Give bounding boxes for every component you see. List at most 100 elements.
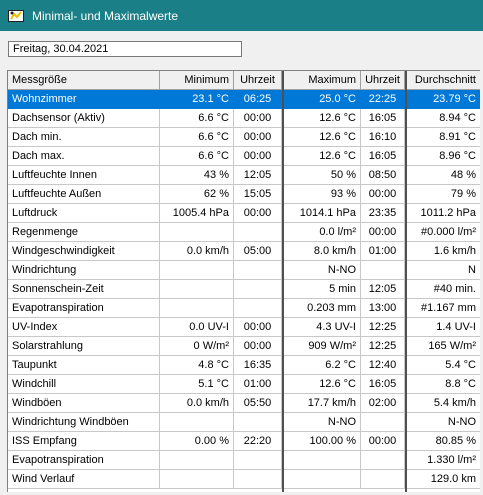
table-row[interactable]: Dach min. 6.6 °C 00:00 12.6 °C 16:10 8.91 °C xyxy=(8,128,480,147)
cell-maximum: 100.00 % xyxy=(284,432,361,451)
cell-uhrzeit-min xyxy=(234,280,282,299)
cell-durchschnitt: N-NO xyxy=(407,413,480,432)
column-separator xyxy=(282,71,284,492)
cell-durchschnitt: 1.6 km/h xyxy=(407,242,480,261)
table-row[interactable]: Regenmenge 0.0 l/m² 00:00 #0.000 l/m² xyxy=(8,223,480,242)
cell-uhrzeit-max: 08:50 xyxy=(361,166,405,185)
cell-messgroesse: Windrichtung xyxy=(8,261,160,280)
cell-uhrzeit-min: 00:00 xyxy=(234,147,282,166)
cell-durchschnitt: 80.85 % xyxy=(407,432,480,451)
cell-maximum xyxy=(284,451,361,470)
table-row[interactable]: Windrichtung N-NO N xyxy=(8,261,480,280)
cell-messgroesse: Wohnzimmer xyxy=(8,90,160,109)
table-row[interactable]: Wind Verlauf 129.0 km xyxy=(8,470,480,489)
table-row[interactable]: Solarstrahlung 0 W/m² 00:00 909 W/m² 12:25 16… xyxy=(8,337,480,356)
cell-durchschnitt: 1011.2 hPa xyxy=(407,204,480,223)
cell-uhrzeit-min: 06:25 xyxy=(234,90,282,109)
header-maximum[interactable]: Maximum xyxy=(284,71,361,90)
cell-durchschnitt: 1.4 UV-I xyxy=(407,318,480,337)
table-row[interactable]: Luftfeuchte Außen 62 % 15:05 93 % 00:00 79 % xyxy=(8,185,480,204)
header-minimum[interactable]: Minimum xyxy=(160,71,234,90)
cell-minimum: 6.6 °C xyxy=(160,147,234,166)
table-row[interactable]: Wohnzimmer 23.1 °C 06:25 25.0 °C 22:25 23.79 … xyxy=(8,90,480,109)
column-separator xyxy=(405,71,407,492)
cell-uhrzeit-min: 00:00 xyxy=(234,128,282,147)
cell-uhrzeit-max: 13:00 xyxy=(361,299,405,318)
cell-uhrzeit-max: 16:05 xyxy=(361,375,405,394)
cell-messgroesse: Sonnenschein-Zeit xyxy=(8,280,160,299)
cell-minimum: 62 % xyxy=(160,185,234,204)
cell-uhrzeit-min: 00:00 xyxy=(234,337,282,356)
cell-maximum: 6.2 °C xyxy=(284,356,361,375)
table-row[interactable]: Windrichtung Windböen N-NO N-NO xyxy=(8,413,480,432)
table-row[interactable]: Luftdruck 1005.4 hPa 00:00 1014.1 hPa 23:35 1… xyxy=(8,204,480,223)
cell-uhrzeit-max: 16:05 xyxy=(361,147,405,166)
cell-uhrzeit-max: 12:25 xyxy=(361,337,405,356)
cell-durchschnitt: 48 % xyxy=(407,166,480,185)
cell-messgroesse: Solarstrahlung xyxy=(8,337,160,356)
cell-durchschnitt: 23.79 °C xyxy=(407,90,480,109)
cell-uhrzeit-max: 16:05 xyxy=(361,109,405,128)
cell-uhrzeit-max: 22:25 xyxy=(361,90,405,109)
cell-messgroesse: Luftdruck xyxy=(8,204,160,223)
cell-uhrzeit-min: 22:20 xyxy=(234,432,282,451)
cell-uhrzeit-min xyxy=(234,261,282,280)
table-row[interactable]: Dach max. 6.6 °C 00:00 12.6 °C 16:05 8.96 °C xyxy=(8,147,480,166)
table-row[interactable]: Evapotranspiration 0.203 mm 13:00 #1.167 mm xyxy=(8,299,480,318)
cell-maximum: 4.3 UV-I xyxy=(284,318,361,337)
cell-messgroesse: UV-Index xyxy=(8,318,160,337)
cell-uhrzeit-min xyxy=(234,451,282,470)
table-row[interactable]: Windgeschwindigkeit 0.0 km/h 05:00 8.0 km/h… xyxy=(8,242,480,261)
cell-messgroesse: Taupunkt xyxy=(8,356,160,375)
header-durchschnitt[interactable]: Durchschnitt xyxy=(407,71,480,90)
table-row[interactable]: Evapotranspiration 1.330 l/m² xyxy=(8,451,480,470)
cell-durchschnitt: 165 W/m² xyxy=(407,337,480,356)
cell-durchschnitt: 129.0 km xyxy=(407,470,480,489)
cell-minimum: 0.0 km/h xyxy=(160,242,234,261)
cell-minimum xyxy=(160,280,234,299)
table-row[interactable]: ISS Empfang 0.00 % 22:20 100.00 % 00:00 80.85… xyxy=(8,432,480,451)
cell-maximum: 25.0 °C xyxy=(284,90,361,109)
cell-durchschnitt: 8.94 °C xyxy=(407,109,480,128)
cell-durchschnitt: #40 min. xyxy=(407,280,480,299)
cell-uhrzeit-max xyxy=(361,413,405,432)
cell-minimum: 0 W/m² xyxy=(160,337,234,356)
header-uhrzeit-min[interactable]: Uhrzeit xyxy=(234,71,282,90)
cell-uhrzeit-max: 16:10 xyxy=(361,128,405,147)
cell-messgroesse: Windrichtung Windböen xyxy=(8,413,160,432)
cell-uhrzeit-max: 02:00 xyxy=(361,394,405,413)
cell-minimum: 5.1 °C xyxy=(160,375,234,394)
cell-maximum: 5 min xyxy=(284,280,361,299)
cell-uhrzeit-min xyxy=(234,223,282,242)
cell-messgroesse: Luftfeuchte Außen xyxy=(8,185,160,204)
cell-messgroesse: ISS Empfang xyxy=(8,432,160,451)
table-row[interactable]: Windchill 5.1 °C 01:00 12.6 °C 16:05 8.8 °C xyxy=(8,375,480,394)
values-table[interactable]: Messgröße Minimum Uhrzeit Maximum Uhrzeit Dur… xyxy=(7,70,480,492)
cell-maximum: 12.6 °C xyxy=(284,147,361,166)
table-row[interactable]: Taupunkt 4.8 °C 16:35 6.2 °C 12:40 5.4 °C xyxy=(8,356,480,375)
cell-minimum xyxy=(160,299,234,318)
cell-minimum xyxy=(160,451,234,470)
cell-uhrzeit-max xyxy=(361,261,405,280)
cell-uhrzeit-min: 01:00 xyxy=(234,375,282,394)
table-row[interactable]: Windböen 0.0 km/h 05:50 17.7 km/h 02:00 5.4 k… xyxy=(8,394,480,413)
date-field[interactable]: Freitag, 30.04.2021 xyxy=(8,41,242,57)
table-row[interactable]: Dachsensor (Aktiv) 6.6 °C 00:00 12.6 °C 16:0… xyxy=(8,109,480,128)
cell-minimum xyxy=(160,223,234,242)
table-row[interactable]: Sonnenschein-Zeit 5 min 12:05 #40 min. xyxy=(8,280,480,299)
cell-uhrzeit-min: 05:00 xyxy=(234,242,282,261)
cell-uhrzeit-min: 12:05 xyxy=(234,166,282,185)
header-uhrzeit-max[interactable]: Uhrzeit xyxy=(361,71,405,90)
table-row[interactable]: Luftfeuchte Innen 43 % 12:05 50 % 08:50 48 % xyxy=(8,166,480,185)
cell-durchschnitt: 8.8 °C xyxy=(407,375,480,394)
cell-uhrzeit-max xyxy=(361,470,405,489)
cell-maximum: 0.0 l/m² xyxy=(284,223,361,242)
table-row[interactable]: UV-Index 0.0 UV-I 00:00 4.3 UV-I 12:25 1.4 UV… xyxy=(8,318,480,337)
cell-uhrzeit-max: 01:00 xyxy=(361,242,405,261)
cell-durchschnitt: N xyxy=(407,261,480,280)
cell-minimum: 0.0 UV-I xyxy=(160,318,234,337)
title-bar: Minimal- und Maximalwerte xyxy=(0,0,483,31)
cell-maximum: 909 W/m² xyxy=(284,337,361,356)
cell-uhrzeit-min xyxy=(234,470,282,489)
header-messgroesse[interactable]: Messgröße xyxy=(8,71,160,90)
